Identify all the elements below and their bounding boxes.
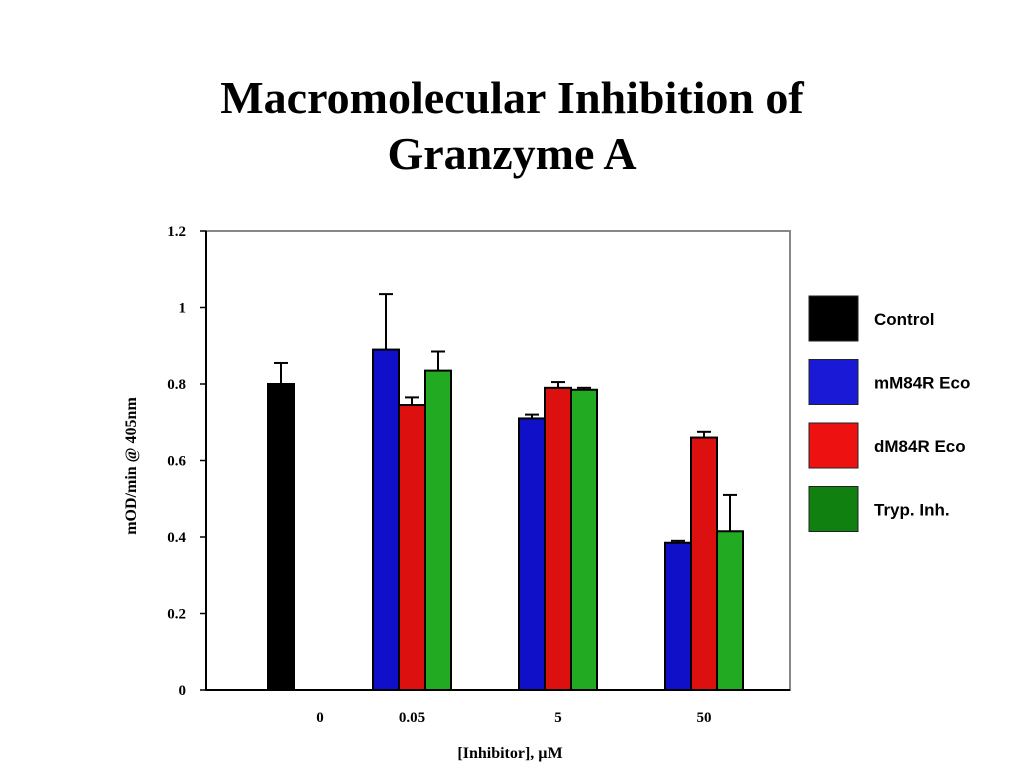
slide-title-line-1: Macromolecular Inhibition of — [220, 72, 804, 123]
y-tick-label: 0.8 — [167, 377, 186, 393]
bar-tryp-inh--50 — [716, 530, 744, 692]
bar-dm84r-eco-0.05 — [398, 404, 426, 691]
legend-swatch — [808, 359, 859, 405]
x-tick-label: 5 — [554, 710, 562, 726]
bar-tryp-inh--5 — [570, 388, 598, 691]
y-tick-label: 0.4 — [167, 530, 186, 546]
legend-label: Control — [874, 310, 934, 329]
x-tick-label: 50 — [697, 710, 712, 726]
x-axis: 0 0.05 5 50 — [316, 710, 711, 726]
legend-label: mM84R Eco — [874, 374, 970, 393]
bars — [267, 293, 744, 692]
y-tick-label: 0.2 — [167, 607, 186, 623]
bar-dm84r-eco-5 — [544, 386, 572, 691]
legend: Control mM84R Eco dM84R Eco Tryp. Inh. — [808, 295, 970, 532]
legend-swatch — [808, 295, 859, 342]
legend-swatch — [808, 486, 859, 532]
legend-label: dM84R Eco — [874, 437, 966, 456]
y-tick-label: 0.6 — [167, 454, 186, 470]
y-tick-label: 1 — [179, 301, 187, 317]
y-tick-label: 1.2 — [167, 224, 186, 240]
legend-label: Tryp. Inh. — [874, 501, 950, 520]
y-axis-label: mOD/min @ 405nm — [123, 397, 140, 535]
y-tick-label: 0 — [179, 683, 187, 699]
x-axis-label: [Inhibitor], µM — [457, 745, 562, 762]
legend-swatch — [808, 422, 859, 469]
slide-title: Macromolecular Inhibition of Granzyme A — [0, 70, 1024, 182]
slide-title-line-2: Granzyme A — [387, 128, 637, 179]
bar-mm84r-eco-5 — [518, 417, 546, 691]
y-axis: 0 0.2 0.4 0.6 0.8 1 1.2 — [167, 224, 206, 699]
x-tick-label: 0.05 — [399, 710, 425, 726]
bar-tryp-inh--0.05 — [424, 369, 452, 691]
x-tick-label: 0 — [316, 710, 324, 726]
bar-control-0 — [267, 383, 295, 691]
bar-mm84r-eco-50 — [664, 541, 692, 691]
bar-dm84r-eco-50 — [690, 436, 718, 691]
bar-mm84r-eco-0.05 — [372, 348, 400, 691]
